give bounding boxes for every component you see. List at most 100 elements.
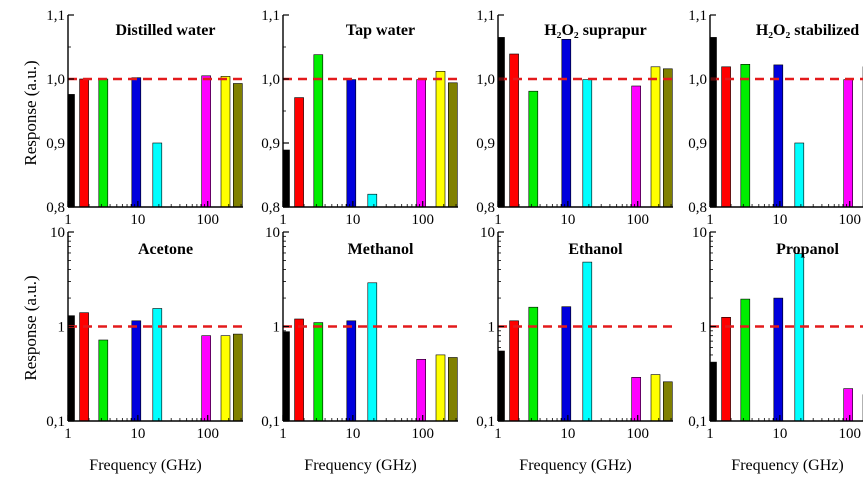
bar-h-o-suprapur-0 <box>498 37 505 207</box>
panel-h-o-stabilized: 1,1 1,0 0,9 0,81 10 100 H₂O₂ stabilized <box>688 8 863 228</box>
bar-propanol-3 <box>773 297 784 421</box>
xtick-label-h-o-stabilized-2: 100 <box>838 212 861 228</box>
ytick-label-methanol-0: 10 <box>265 225 280 241</box>
ytick-label-h-o-suprapur-2: 0,9 <box>476 136 495 152</box>
panel-distilled-water: 1,1 1,0 0,9 0,81 10 100 Distilled water <box>46 8 243 228</box>
xtick-label-propanol-1: 10 <box>772 426 787 442</box>
bars-tap-water <box>283 54 458 207</box>
xtick-label-ethanol-1: 10 <box>560 426 575 442</box>
bar-distilled-water-4 <box>152 142 163 207</box>
bar-methanol-2 <box>313 322 324 421</box>
ytick-label-ethanol-0: 10 <box>480 225 495 241</box>
panel-title-distilled-water: Distilled water <box>116 22 216 39</box>
bar-distilled-water-5 <box>201 75 211 207</box>
bars-distilled-water <box>68 75 243 207</box>
bar-methanol-0 <box>283 331 290 421</box>
bar-tap-water-2 <box>313 54 324 207</box>
bar-methanol-3 <box>346 320 357 421</box>
ytick-label-h-o-stabilized-2: 0,9 <box>688 136 707 152</box>
xtick-label-h-o-stabilized-0: 1 <box>706 212 714 228</box>
bar-methanol-4 <box>367 282 378 421</box>
ytick-label-acetone-2: 0,1 <box>46 414 65 430</box>
ytick-label-methanol-1: 1 <box>273 320 281 336</box>
panel-title-acetone: Acetone <box>138 241 193 258</box>
ytick-label-tap-water-1: 1,0 <box>261 72 280 88</box>
ytick-label-h-o-stabilized-0: 1,1 <box>688 8 707 24</box>
bar-distilled-water-1 <box>79 78 89 207</box>
bar-h-o-stabilized-1 <box>721 66 731 207</box>
ytick-label-distilled-water-1: 1,0 <box>46 72 65 88</box>
bar-acetone-2 <box>98 339 109 421</box>
bar-propanol-2 <box>740 298 751 421</box>
bar-ethanol-6 <box>650 374 661 421</box>
ytick-label-h-o-suprapur-0: 1,1 <box>476 8 495 24</box>
bar-acetone-1 <box>79 312 89 421</box>
ytick-label-ethanol-2: 0,1 <box>476 414 495 430</box>
xtick-label-methanol-0: 1 <box>279 426 287 442</box>
xtick-label-tap-water-0: 1 <box>279 212 287 228</box>
ytick-label-h-o-stabilized-3: 0,8 <box>688 200 707 216</box>
bar-ethanol-7 <box>662 381 673 421</box>
xtick-label-ethanol-2: 100 <box>626 426 649 442</box>
ytick-label-propanol-1: 1 <box>700 320 708 336</box>
panel-title-methanol: Methanol <box>348 241 414 258</box>
xtick-label-methanol-2: 100 <box>411 426 434 442</box>
bar-propanol-1 <box>721 316 731 421</box>
x-axis-label-ethanol: Frequency (GHz) <box>519 457 631 474</box>
bar-ethanol-5 <box>631 376 642 421</box>
bar-acetone-6 <box>220 335 231 421</box>
ytick-label-propanol-2: 0,1 <box>688 414 707 430</box>
panel-title-h-o-stabilized: H₂O₂ stabilized <box>756 22 859 39</box>
bars-h-o-stabilized <box>710 37 863 207</box>
bar-h-o-suprapur-1 <box>509 53 519 207</box>
bar-methanol-7 <box>447 357 458 421</box>
panel-title-ethanol: Ethanol <box>568 241 623 258</box>
ytick-label-tap-water-2: 0,9 <box>261 136 280 152</box>
y-axis-label-top: Response (a.u.) <box>21 60 40 165</box>
xtick-label-h-o-suprapur-2: 100 <box>626 212 649 228</box>
bar-distilled-water-7 <box>233 83 243 207</box>
ytick-label-h-o-suprapur-1: 1,0 <box>476 72 495 88</box>
bar-ethanol-0 <box>498 350 505 421</box>
xtick-label-h-o-stabilized-1: 10 <box>772 212 787 228</box>
bar-distilled-water-3 <box>131 77 142 207</box>
panel-h-o-suprapur: 1,1 1,0 0,9 0,81 10 100 H₂O₂ suprapur <box>476 8 673 228</box>
bar-acetone-7 <box>233 333 243 421</box>
xtick-label-acetone-0: 1 <box>64 426 72 442</box>
xtick-label-h-o-suprapur-1: 10 <box>560 212 575 228</box>
xtick-label-distilled-water-0: 1 <box>64 212 72 228</box>
ytick-label-acetone-1: 1 <box>58 320 66 336</box>
bar-h-o-suprapur-4 <box>582 79 593 207</box>
x-axis-label-acetone: Frequency (GHz) <box>89 457 201 474</box>
bar-acetone-4 <box>152 308 163 421</box>
ytick-label-h-o-suprapur-3: 0,8 <box>476 200 495 216</box>
xtick-label-distilled-water-1: 10 <box>130 212 145 228</box>
ytick-label-distilled-water-3: 0,8 <box>46 200 65 216</box>
bar-ethanol-4 <box>582 261 593 421</box>
xtick-label-ethanol-0: 1 <box>494 426 502 442</box>
bar-h-o-suprapur-6 <box>650 66 661 207</box>
xtick-label-distilled-water-2: 100 <box>196 212 219 228</box>
bar-distilled-water-0 <box>68 94 75 207</box>
ytick-label-tap-water-0: 1,1 <box>261 8 280 24</box>
xtick-label-tap-water-1: 10 <box>345 212 360 228</box>
x-axis-label-propanol: Frequency (GHz) <box>731 457 843 474</box>
bars-acetone <box>68 308 243 421</box>
bar-acetone-0 <box>68 315 75 421</box>
ytick-label-ethanol-1: 1 <box>488 320 496 336</box>
bars-ethanol <box>498 261 673 421</box>
bar-h-o-suprapur-5 <box>631 85 642 207</box>
ytick-label-propanol-0: 10 <box>692 225 707 241</box>
bar-methanol-5 <box>416 358 427 421</box>
bars-methanol <box>283 282 458 421</box>
panel-title-h-o-suprapur: H₂O₂ suprapur <box>544 22 647 39</box>
panel-title-tap-water: Tap water <box>346 22 415 39</box>
bar-methanol-1 <box>294 318 304 421</box>
ytick-label-h-o-stabilized-1: 1,0 <box>688 72 707 88</box>
bar-h-o-suprapur-3 <box>561 38 572 207</box>
ytick-label-acetone-0: 10 <box>50 225 65 241</box>
bar-ethanol-3 <box>561 306 572 421</box>
bars-h-o-suprapur <box>498 37 673 207</box>
bar-h-o-suprapur-2 <box>528 90 539 207</box>
